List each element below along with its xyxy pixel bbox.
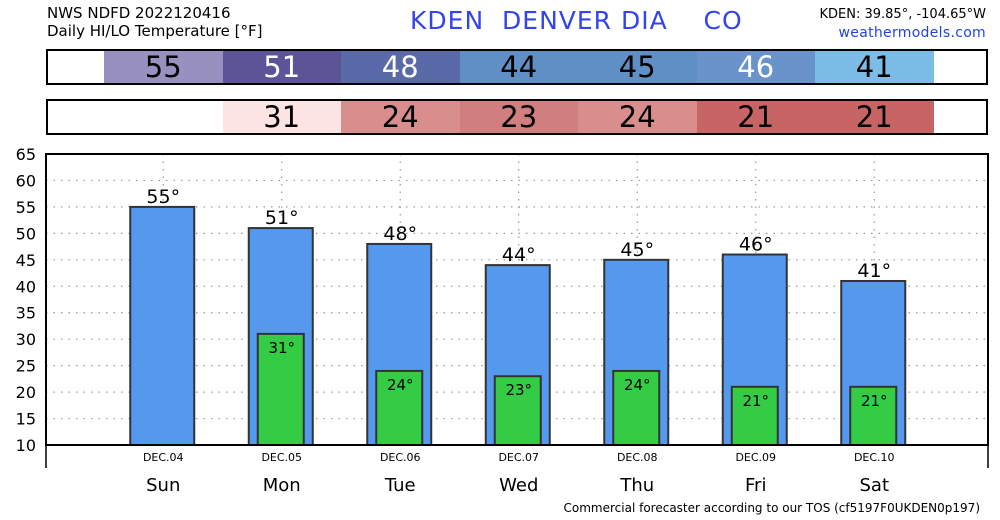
y-tick-label: 55	[16, 198, 36, 217]
y-tick-label: 45	[16, 251, 36, 270]
day-label: Fri	[745, 475, 766, 496]
header-left: NWS NDFD 2022120416 Daily HI/LO Temperat…	[47, 4, 263, 40]
low-bar	[849, 385, 898, 447]
low-bar-label: 21°	[742, 392, 769, 410]
low-temp-cell: 21	[815, 101, 934, 133]
y-tick-label: 25	[16, 357, 36, 376]
site-link[interactable]: weathermodels.com	[838, 25, 986, 41]
day-label: Wed	[499, 475, 538, 496]
high-bar-label: 45°	[620, 239, 654, 261]
high-temp-cell: 46	[696, 51, 815, 83]
y-tick-label: 40	[16, 277, 36, 296]
y-tick-label: 10	[16, 436, 36, 455]
date-label: DEC.06	[380, 451, 421, 464]
y-tick-label: 65	[16, 145, 36, 164]
temperature-chart: 10 15 20 25 30 35 40 45 50 55 60 65 55° DEC.04 Sun 51° 3…	[16, 145, 989, 496]
product-line: Daily HI/LO Temperature [°F]	[47, 22, 263, 40]
high-bar-label: 48°	[383, 223, 417, 245]
day-label: Tue	[384, 475, 416, 496]
low-temp-cell: 24	[578, 101, 697, 133]
date-label: DEC.09	[735, 451, 776, 464]
station-title: KDEN DENVER DIA CO	[410, 6, 743, 35]
y-tick-label: 15	[16, 410, 36, 429]
low-bar-label: 31°	[268, 339, 295, 357]
low-temp-cell: 21	[696, 101, 815, 133]
y-tick-label: 60	[16, 171, 36, 190]
low-bar	[730, 385, 779, 447]
low-temp-cell	[104, 101, 223, 133]
high-temp-cell: 41	[815, 51, 934, 83]
high-temp-cell: 44	[459, 51, 578, 83]
high-bar-label: 44°	[502, 244, 536, 266]
low-bar	[493, 375, 542, 446]
low-temp-cell: 31	[222, 101, 341, 133]
low-bar-label: 23°	[505, 381, 532, 399]
date-label: DEC.04	[143, 451, 184, 464]
day-label: Sun	[146, 475, 180, 496]
day-label: Thu	[619, 475, 654, 496]
low-bar	[375, 369, 424, 446]
date-label: DEC.08	[617, 451, 658, 464]
plot-frame	[45, 153, 989, 446]
coords-readout: KDEN: 39.85°, -104.65°W	[819, 7, 987, 22]
high-bar	[129, 205, 196, 446]
low-bar-label: 24°	[387, 376, 414, 394]
y-tick-label: 50	[16, 224, 36, 243]
high-temp-cell: 45	[578, 51, 697, 83]
y-tick-label: 30	[16, 330, 36, 349]
high-temp-cell: 51	[222, 51, 341, 83]
source-line: NWS NDFD 2022120416	[47, 4, 231, 22]
low-temp-strip: 31 24 23 24 21 21	[46, 99, 988, 135]
low-bar	[256, 332, 305, 447]
footer-note: Commercial forecaster according to our T…	[563, 501, 980, 515]
high-bar-label: 51°	[265, 207, 299, 229]
low-temp-cell: 24	[341, 101, 460, 133]
high-temp-strip: 55 51 48 44 45 46 41	[46, 49, 988, 85]
date-label: DEC.05	[261, 451, 302, 464]
high-temp-cell: 55	[104, 51, 223, 83]
low-temp-cell: 23	[459, 101, 578, 133]
low-bar-label: 21°	[861, 392, 888, 410]
day-label: Sat	[859, 475, 889, 496]
low-bar	[612, 369, 661, 446]
low-bar-label: 24°	[624, 376, 651, 394]
header-right: KDEN: 39.85°, -104.65°W weathermodels.co…	[820, 5, 987, 43]
date-label: DEC.10	[854, 451, 895, 464]
date-label: DEC.07	[498, 451, 539, 464]
high-bar-label: 55°	[146, 186, 180, 208]
y-tick-label: 20	[16, 383, 36, 402]
y-tick-label: 35	[16, 304, 36, 323]
day-label: Mon	[263, 475, 301, 496]
high-bar-label: 41°	[857, 260, 891, 282]
high-bar-label: 46°	[739, 234, 773, 256]
high-temp-cell: 48	[341, 51, 460, 83]
